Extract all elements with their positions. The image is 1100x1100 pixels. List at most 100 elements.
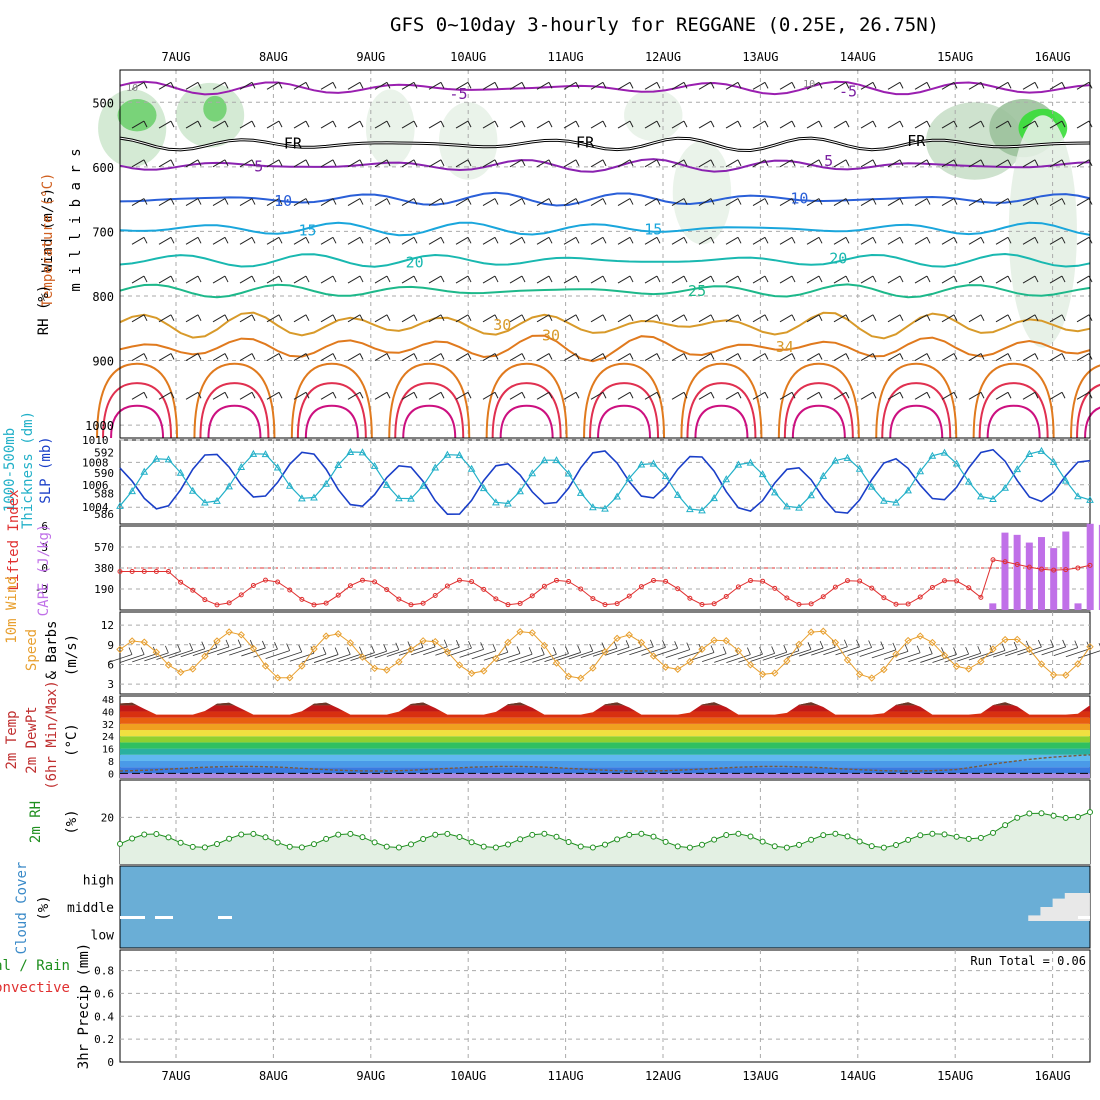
wind-barb (968, 120, 982, 129)
wind-barb (131, 81, 145, 90)
wind-barb (590, 314, 604, 323)
wind10m-speed-marker (880, 665, 888, 674)
isotherm-label: 34 (776, 338, 794, 356)
wind-barb (239, 353, 253, 361)
wind10m-speed-marker (322, 632, 330, 640)
thickness-marker (382, 480, 391, 488)
axis-label: 2m Temp (4, 710, 20, 769)
wind-barb (860, 159, 874, 168)
axis-label: 2m DewPt (24, 706, 40, 773)
wind10m-barb (374, 649, 399, 659)
wind-barb (860, 275, 874, 284)
wind-barb (752, 198, 766, 207)
wind-barb-flag (278, 237, 283, 244)
thickness-marker (237, 462, 246, 471)
wind10m-barb-flag (201, 641, 206, 649)
wind-barb (563, 159, 577, 168)
wind10m-speed-marker (1001, 635, 1009, 644)
wind10m-speed-marker (164, 661, 173, 669)
wind-barb-flag (278, 353, 283, 360)
wind10m-barb (144, 652, 169, 662)
wind-barb (1076, 81, 1090, 90)
wind-barb (914, 236, 928, 245)
isotherm-label: 5 (824, 152, 833, 170)
wind10m-barb-flag (589, 643, 594, 652)
wind-barb-flag (953, 353, 958, 360)
wind10m-barb (483, 651, 509, 661)
wind10m-speed-marker (152, 648, 161, 656)
wind-barb-flag (926, 120, 931, 128)
diurnal-isotherm (686, 382, 757, 439)
thickness-marker (346, 447, 355, 455)
wind10m-speed-marker (601, 648, 609, 656)
wind10m-speed-marker (807, 628, 815, 636)
wind-barb-flag (791, 237, 796, 244)
wind-barb (158, 159, 172, 168)
wind10m-barb (107, 654, 133, 663)
wind10m-barb (326, 654, 351, 663)
wind-barb (833, 159, 847, 168)
wind-barb-flag (1061, 314, 1066, 322)
wind10m-barb-flag (686, 642, 691, 650)
wind-barb-flag (170, 314, 175, 322)
lifted-index-marker (808, 601, 814, 607)
wind-barb-flag (1061, 159, 1066, 167)
axis-label: 2m RH (28, 801, 44, 843)
axis-label: (6hr Min/Max) (44, 680, 60, 790)
wind-barb (212, 353, 226, 361)
wind-barb (536, 81, 550, 90)
wind-barb-flag (980, 392, 985, 399)
diurnal-isotherm (485, 362, 568, 439)
wind-barb (293, 314, 307, 323)
wind-barb (293, 275, 307, 284)
rh2m-marker (1062, 814, 1069, 821)
wind-barb-flag (359, 353, 364, 360)
wind-barb-flag (521, 159, 526, 167)
wind-barb (1049, 159, 1063, 168)
rh2m-marker (808, 836, 815, 843)
date-label-top: 11AUG (548, 50, 584, 64)
wind-barb-flag (980, 159, 985, 167)
axis-label: RH (%) (36, 285, 52, 336)
wind-barb (239, 236, 253, 245)
wind-barb-flag (818, 198, 823, 205)
wind-barb (1076, 236, 1090, 245)
wind-barb (833, 314, 847, 323)
wind-barb-flag (305, 353, 310, 360)
wind10m-speed-marker (940, 651, 949, 660)
thickness-marker (795, 503, 803, 511)
wind-barb-flag (494, 275, 499, 283)
wind-barb-flag (413, 353, 418, 360)
lifted-index-marker (287, 587, 293, 593)
li-tick-label: -3 (35, 583, 48, 596)
wind-barb (239, 120, 253, 129)
wind10m-barb-flag (722, 646, 727, 654)
lifted-index-marker (432, 593, 438, 599)
wind-barb (995, 198, 1009, 207)
wind-barb-flag (467, 353, 472, 360)
lifted-index-marker (1026, 564, 1032, 570)
lifted-index-marker (1063, 567, 1069, 573)
wind10m-barb-flag (904, 644, 909, 652)
wind10m-barb-flag (1001, 643, 1006, 651)
wind10m-barb (956, 652, 981, 662)
rh2m-marker (759, 838, 766, 845)
wind-barb (428, 198, 442, 207)
diurnal-isotherm (680, 362, 763, 439)
wind-barb-flag (575, 353, 580, 360)
wind10m-speed-marker (237, 631, 245, 639)
wind10m-speed-marker (771, 669, 779, 677)
thickness-marker (419, 481, 427, 489)
date-label-top: 13AUG (742, 50, 778, 64)
wind-barb (293, 236, 307, 245)
thickness-marker (783, 502, 791, 510)
wind10m-barb (507, 653, 533, 663)
wind-barb-flag (1061, 120, 1066, 128)
rh2m-marker (298, 844, 305, 851)
wind10m-barb-flag (819, 640, 824, 649)
wind10m-speed-marker (370, 664, 379, 673)
wind10m-speed-marker (358, 653, 367, 661)
li-tick-label: 0 (41, 562, 48, 575)
temp2m-tick-label: 8 (108, 757, 114, 768)
lifted-index-marker (723, 593, 729, 599)
